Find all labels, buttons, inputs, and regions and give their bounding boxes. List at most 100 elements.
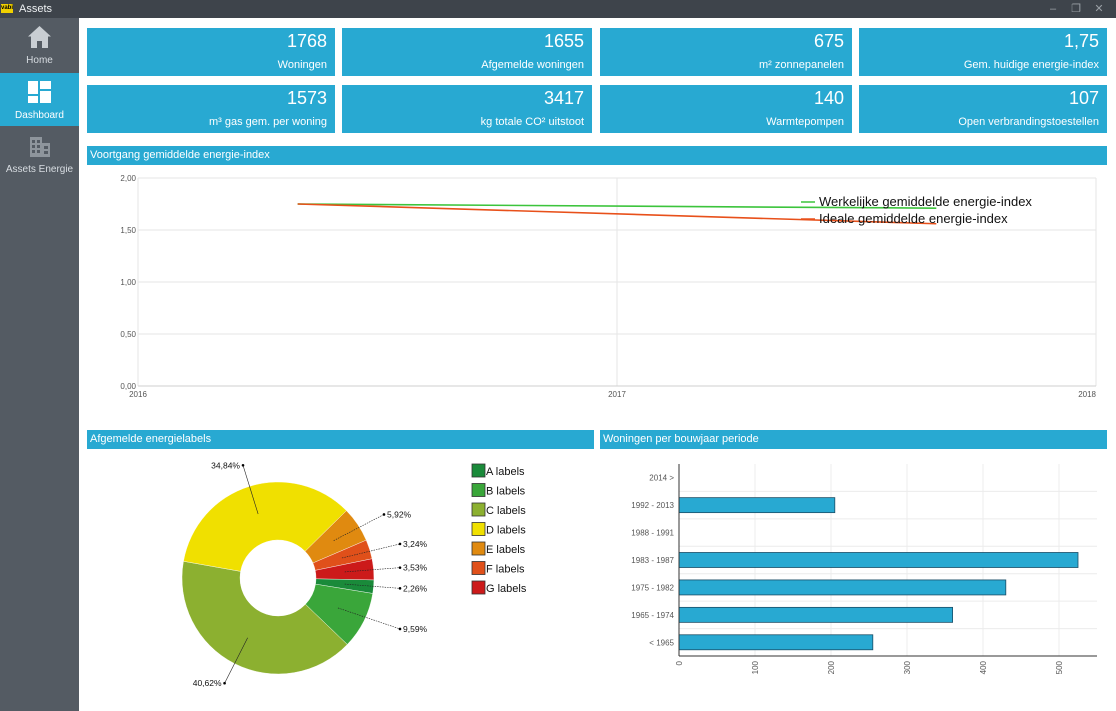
maximize-button[interactable]: ❐ <box>1071 3 1081 15</box>
x-tick-label: 100 <box>751 660 760 674</box>
x-tick-label: 300 <box>903 660 912 674</box>
app-logo: vabi <box>1 4 14 13</box>
pie-leader-dot <box>398 627 402 631</box>
kpi-card-afgemelde-woningen: 1655 Afgemelde woningen <box>342 28 592 76</box>
legend-label: C labels <box>486 505 526 517</box>
legend-swatch <box>471 463 486 478</box>
legend-label: F labels <box>486 564 525 576</box>
series-line-2 <box>297 203 937 225</box>
pie-chart-header: Afgemelde energielabels <box>87 430 594 449</box>
kpi-card-woningen: 1768 Woningen <box>87 28 335 76</box>
pie-leader-dot <box>382 513 386 516</box>
y-tick-label: 2,00 <box>120 174 136 183</box>
sidebar-item-label: Assets Energie <box>5 164 74 175</box>
series-line-1 <box>297 203 937 209</box>
legend-swatch <box>471 502 486 517</box>
y-tick-label: 1,00 <box>120 278 136 287</box>
x-tick-label: 400 <box>979 660 988 674</box>
pie-chart: 2,26% 9,59% 40,62% 34,84% 5,92% 3,24% 3,53% A l… <box>181 460 527 688</box>
pie-data-label: 3,53% <box>403 563 428 573</box>
building-icon <box>30 137 50 157</box>
pie-leader-line <box>242 465 259 515</box>
pie-leader-line <box>337 607 401 630</box>
sidebar-item-assets-energie[interactable]: Assets Energie <box>0 127 79 180</box>
legend-label: E labels <box>486 544 526 556</box>
kpi-label: Open verbrandingstoestellen <box>958 116 1099 128</box>
kpi-card-energie-index: 1,75 Gem. huidige energie-index <box>859 28 1107 76</box>
category-label: < 1965 <box>649 638 674 647</box>
category-label: 1983 - 1987 <box>631 556 674 565</box>
sidebar-item-label: Home <box>26 55 53 66</box>
pie-data-label: 5,92% <box>387 509 412 519</box>
legend-label: G labels <box>486 583 527 595</box>
kpi-value: 1655 <box>543 31 584 51</box>
bar-7 <box>678 634 874 651</box>
line-chart-header: Voortgang gemiddelde energie-index <box>87 146 1107 165</box>
x-tick-label: 2018 <box>1078 390 1096 399</box>
kpi-value: 107 <box>1068 88 1099 108</box>
kpi-label: m³ gas gem. per woning <box>209 116 327 128</box>
kpi-card-verbrandingstoestellen: 107 Open verbrandingstoestellen <box>859 85 1107 133</box>
sidebar-item-home[interactable]: Home <box>0 18 79 71</box>
pie-slice-g-labels <box>314 558 375 581</box>
x-tick-label: 200 <box>827 660 836 674</box>
kpi-value: 140 <box>813 88 844 108</box>
legend-swatch <box>471 483 486 497</box>
kpi-label: Gem. huidige energie-index <box>963 59 1099 71</box>
pie-slice-c-labels <box>181 561 348 675</box>
category-label: 1992 - 2013 <box>631 501 674 510</box>
legend-label: Ideale gemiddelde energie-index <box>819 211 1008 226</box>
legend-swatch <box>471 541 486 556</box>
y-tick-label: 0,50 <box>120 330 136 339</box>
legend-swatch <box>471 561 486 575</box>
window-title: Assets <box>19 3 53 15</box>
legend-swatch <box>471 580 486 595</box>
x-tick-label: 500 <box>1055 660 1064 674</box>
sidebar-item-dashboard[interactable]: Dashboard <box>0 73 79 126</box>
bar-4 <box>678 552 1079 568</box>
pie-data-label: 2,26% <box>403 583 428 593</box>
kpi-value: 1,75 <box>1063 31 1099 51</box>
kpi-value: 675 <box>813 31 844 51</box>
legend-swatch <box>471 522 486 536</box>
category-label: 1988 - 1991 <box>631 529 674 538</box>
pie-leader-line <box>224 637 248 684</box>
category-label: 1975 - 1982 <box>631 583 674 592</box>
legend-label: A labels <box>486 466 525 478</box>
kpi-card-co2: 3417 kg totale CO² uitstoot <box>342 85 592 133</box>
kpi-value: 1573 <box>286 88 327 108</box>
bar-6 <box>678 606 954 623</box>
legend-label: Werkelijke gemiddelde energie-index <box>819 194 1032 209</box>
pie-leader-line <box>333 514 385 541</box>
y-tick-label: 0,00 <box>120 382 136 391</box>
pie-data-label: 9,59% <box>403 624 428 634</box>
pie-leader-dot <box>398 566 402 569</box>
bar-5 <box>678 579 1007 596</box>
pie-leader-line <box>344 583 401 589</box>
kpi-card-warmtepompen: 140 Warmtepompen <box>600 85 852 133</box>
pie-leader-dot <box>223 681 226 685</box>
pie-leader-line <box>344 567 401 573</box>
bar-2 <box>678 497 836 514</box>
kpi-value: 3417 <box>543 88 584 108</box>
kpi-label: m² zonnepanelen <box>758 59 844 71</box>
kpi-label: Warmtepompen <box>766 116 844 128</box>
title-bar: vabi Assets – ❐ ✕ <box>0 0 1116 18</box>
pie-data-label: 40,62% <box>193 678 222 688</box>
kpi-card-zonnepanelen: 675 m² zonnepanelen <box>600 28 852 76</box>
kpi-label: Afgemelde woningen <box>481 59 584 71</box>
y-tick-label: 1,50 <box>120 226 136 235</box>
bar-chart: 0 100 200 300 400 500 2014 > 1992 - 2013 1988 - … <box>631 464 1097 674</box>
line-chart: 0,00 0,50 1,00 1,50 2,00 2016 2017 2018 Werkelij… <box>120 174 1096 399</box>
kpi-value: 1768 <box>286 31 327 51</box>
home-icon <box>28 26 51 48</box>
pie-data-label: 34,84% <box>211 460 240 470</box>
kpi-card-gas: 1573 m³ gas gem. per woning <box>87 85 335 133</box>
x-tick-label: 0 <box>675 660 684 665</box>
bar-chart-header: Woningen per bouwjaar periode <box>600 430 1107 449</box>
legend-label: D labels <box>486 525 526 537</box>
kpi-label: kg totale CO² uitstoot <box>480 116 584 128</box>
minimize-button[interactable]: – <box>1049 3 1057 15</box>
close-button[interactable]: ✕ <box>1094 3 1104 15</box>
pie-leader-dot <box>241 464 245 467</box>
